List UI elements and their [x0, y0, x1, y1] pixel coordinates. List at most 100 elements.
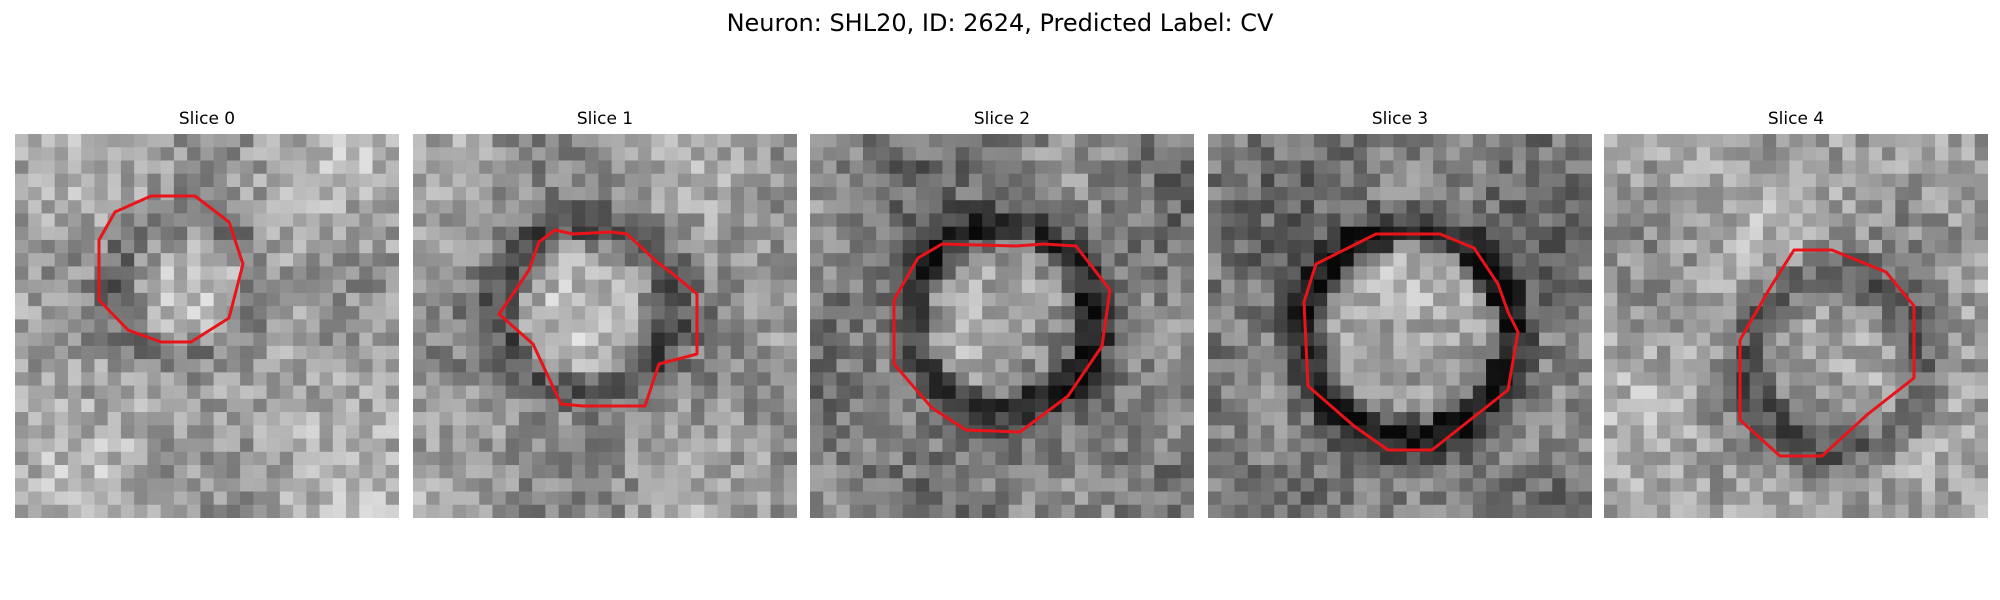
pixel — [717, 385, 732, 400]
pixel — [558, 478, 573, 493]
pixel — [1180, 200, 1194, 215]
pixel — [1008, 213, 1023, 228]
pixel — [187, 134, 201, 148]
pixel — [558, 200, 573, 215]
pixel — [1630, 451, 1645, 466]
pixel — [744, 306, 758, 320]
pixel — [1234, 134, 1249, 148]
pixel — [1048, 134, 1063, 148]
pixel — [915, 147, 930, 162]
pixel — [1287, 359, 1302, 373]
pixel — [1525, 504, 1540, 518]
pixel — [94, 491, 109, 506]
pixel — [1630, 173, 1645, 188]
pixel — [611, 438, 626, 453]
pixel — [213, 147, 228, 162]
pixel — [1961, 478, 1976, 493]
pixel — [955, 173, 970, 188]
pixel — [1882, 451, 1896, 466]
pixel — [1512, 478, 1527, 493]
pixel — [1921, 465, 1936, 479]
pixel — [1974, 239, 1988, 254]
pixel — [1127, 332, 1142, 347]
pixel — [1114, 451, 1129, 466]
pixel — [651, 319, 666, 334]
pixel — [823, 186, 838, 201]
pixel — [452, 134, 467, 148]
pixel — [1101, 412, 1116, 426]
pixel — [1829, 332, 1843, 347]
pixel — [1221, 266, 1236, 281]
pixel — [1961, 385, 1976, 400]
pixel — [120, 504, 135, 518]
pixel — [1114, 359, 1129, 373]
pixel — [28, 253, 43, 268]
pixel — [319, 173, 334, 188]
pixel — [1366, 213, 1381, 228]
pixel — [266, 319, 281, 334]
pixel — [1021, 253, 1036, 268]
pixel — [783, 345, 797, 360]
pixel — [823, 478, 838, 493]
pixel — [439, 173, 454, 188]
pixel — [465, 226, 480, 241]
pixel — [915, 451, 930, 466]
pixel — [279, 200, 294, 215]
pixel — [54, 253, 69, 268]
pixel — [1154, 478, 1169, 493]
pixel — [915, 266, 930, 281]
pixel — [15, 385, 29, 400]
pixel — [1114, 160, 1129, 175]
pixel — [1842, 160, 1857, 175]
pixel — [664, 226, 679, 241]
pixel — [1154, 279, 1169, 294]
pixel — [1274, 292, 1289, 307]
pixel — [1486, 306, 1500, 320]
pixel — [173, 438, 188, 453]
pixel — [1895, 491, 1910, 506]
pixel — [598, 147, 613, 162]
pixel — [783, 200, 797, 215]
pixel — [849, 186, 864, 201]
pixel — [1882, 147, 1896, 162]
pixel — [1486, 465, 1500, 479]
pixel — [849, 478, 864, 493]
pixel — [41, 398, 56, 413]
pixel — [1762, 451, 1777, 466]
pixel — [1035, 213, 1049, 228]
pixel — [1709, 134, 1724, 148]
pixel — [1696, 359, 1711, 373]
pixel — [651, 160, 666, 175]
pixel — [187, 266, 201, 281]
pixel — [1604, 306, 1618, 320]
pixel — [253, 134, 268, 148]
pixel — [359, 412, 374, 426]
pixel — [982, 213, 996, 228]
pixel — [1472, 147, 1487, 162]
pixel — [1512, 253, 1527, 268]
pixel — [982, 412, 996, 426]
pixel — [1287, 385, 1302, 400]
pixel — [1499, 266, 1514, 281]
pixel — [664, 173, 679, 188]
pixel — [1643, 147, 1658, 162]
pixel — [1525, 412, 1540, 426]
pixel — [915, 345, 930, 360]
pixel — [1141, 319, 1155, 334]
pixel — [1340, 134, 1355, 148]
pixel — [1154, 292, 1169, 307]
pixel — [1327, 385, 1342, 400]
pixel — [611, 345, 626, 360]
pixel — [213, 478, 228, 493]
pixel — [505, 253, 520, 268]
pixel — [1829, 134, 1843, 148]
pixel — [1234, 147, 1249, 162]
pixel — [889, 438, 904, 453]
pixel — [359, 425, 374, 440]
pixel — [67, 332, 82, 347]
pixel — [505, 465, 520, 479]
pixel — [942, 478, 957, 493]
pixel — [1101, 173, 1116, 188]
pixel — [1961, 186, 1976, 201]
pixel — [664, 253, 679, 268]
